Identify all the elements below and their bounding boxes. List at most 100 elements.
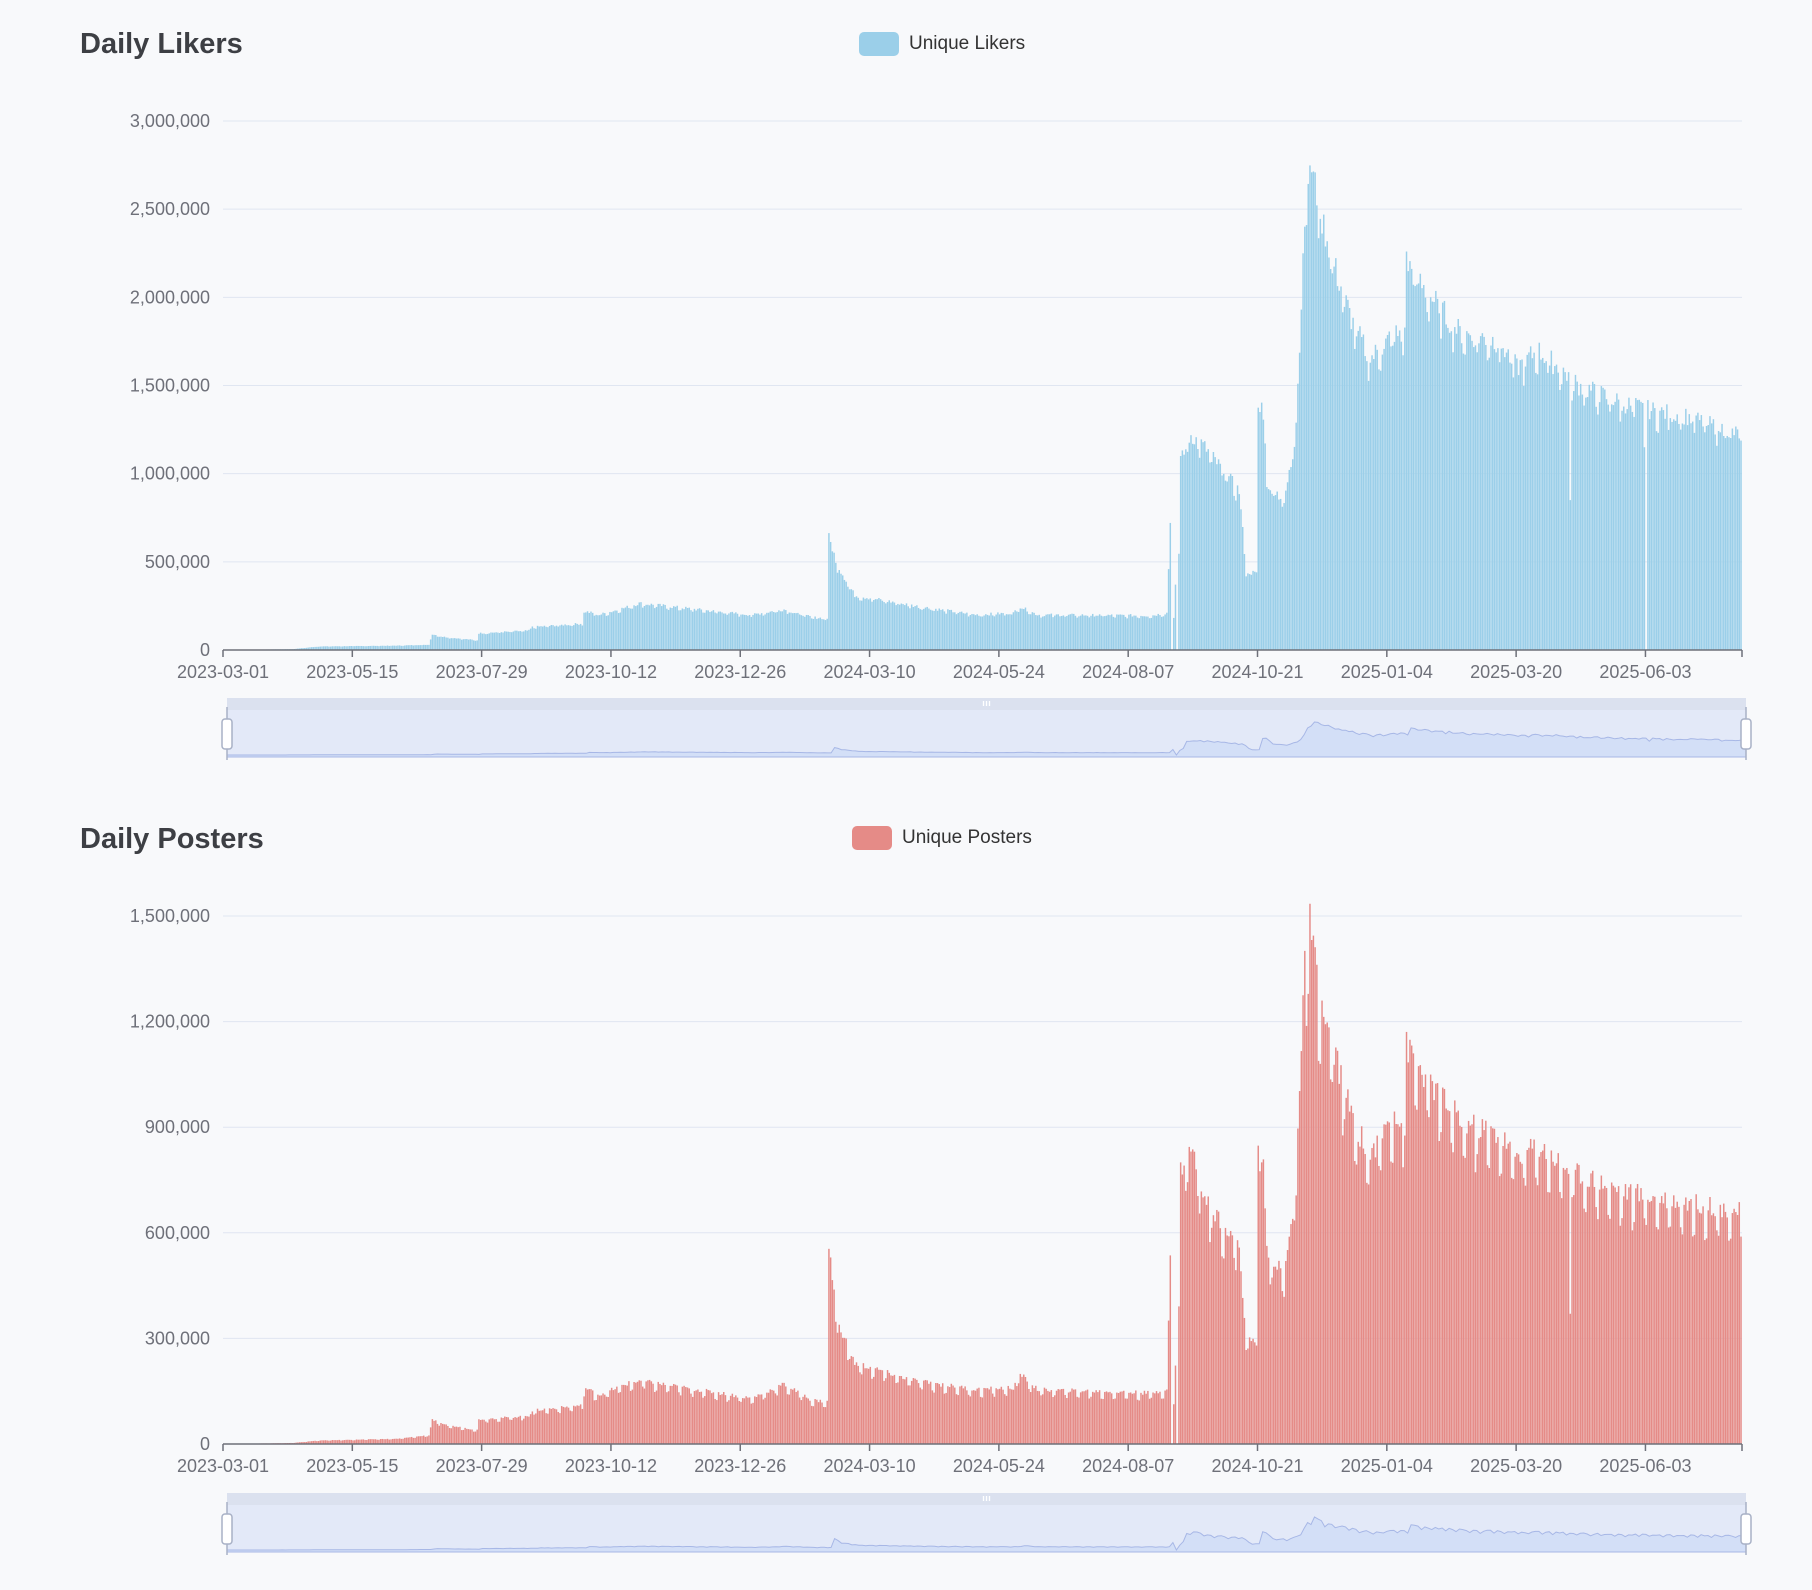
bar — [840, 573, 842, 650]
bar — [945, 613, 947, 650]
bar — [1652, 1196, 1654, 1444]
bar — [1307, 993, 1309, 1444]
bar — [591, 1390, 594, 1444]
legend-item[interactable]: Unique Posters — [852, 826, 1032, 850]
bar — [709, 1390, 711, 1444]
data-zoom-slider[interactable] — [221, 698, 1752, 760]
bar — [347, 646, 349, 650]
bar — [1473, 1114, 1475, 1444]
bar — [686, 608, 689, 650]
bar — [1381, 354, 1384, 650]
bar — [312, 1440, 315, 1444]
data-zoom-slider[interactable] — [221, 1493, 1752, 1555]
bar — [1666, 404, 1668, 650]
bar — [329, 646, 332, 650]
bar — [460, 639, 463, 650]
bar — [1345, 1097, 1347, 1444]
bar — [410, 1436, 413, 1444]
bar — [1374, 1157, 1377, 1444]
bar — [1495, 352, 1497, 650]
bar — [1373, 1143, 1375, 1444]
bar — [298, 648, 301, 650]
bar — [1366, 361, 1368, 650]
bar — [988, 615, 990, 650]
bar — [1597, 414, 1599, 650]
bar — [1409, 261, 1411, 650]
bar — [338, 646, 340, 650]
bar — [1104, 616, 1106, 650]
bar — [1510, 363, 1513, 650]
data-zoom-right-handle[interactable] — [1740, 1513, 1752, 1545]
x-tick-label: 2023-03-01 — [177, 662, 269, 682]
bar — [1524, 1185, 1527, 1444]
legend-item[interactable]: Unique Likers — [859, 32, 1025, 56]
bar — [481, 1419, 484, 1444]
bar — [1405, 251, 1408, 650]
bar — [1559, 389, 1561, 650]
bar — [881, 1370, 884, 1444]
bar — [828, 533, 830, 650]
bar — [971, 614, 973, 650]
bar — [1186, 1182, 1189, 1444]
bar — [1338, 1083, 1341, 1444]
bar — [719, 1394, 722, 1444]
bar — [1529, 346, 1532, 650]
bar — [1648, 419, 1651, 650]
bar — [421, 1436, 423, 1444]
bar — [1059, 1389, 1061, 1444]
bar — [317, 646, 320, 650]
data-zoom-right-handle[interactable] — [1740, 718, 1752, 750]
bar — [1412, 1053, 1415, 1444]
bar — [843, 1337, 846, 1444]
bar — [1241, 1297, 1244, 1444]
bar — [529, 1414, 532, 1444]
bar — [902, 1378, 904, 1444]
bar — [1705, 425, 1708, 650]
bar — [1400, 341, 1403, 650]
bar — [300, 1442, 303, 1444]
bar — [1002, 1389, 1004, 1444]
bar — [335, 1440, 337, 1444]
bar — [297, 1442, 299, 1444]
bar — [1005, 1395, 1008, 1444]
bar — [1367, 380, 1370, 650]
bar — [867, 1368, 870, 1444]
bar — [1617, 399, 1620, 650]
bar — [923, 1380, 925, 1444]
bar — [707, 610, 709, 650]
bar — [645, 604, 647, 650]
bar — [1455, 1112, 1458, 1444]
data-zoom-left-handle[interactable] — [221, 718, 233, 750]
bar — [1486, 360, 1489, 650]
data-zoom-left-handle[interactable] — [221, 1513, 233, 1545]
bar — [1335, 1047, 1337, 1444]
bar — [497, 1421, 499, 1444]
bar — [543, 625, 546, 650]
y-tick-label: 900,000 — [145, 1117, 210, 1137]
bar — [1259, 412, 1261, 650]
bar — [307, 647, 309, 650]
bar — [1471, 340, 1473, 650]
bar — [1505, 1148, 1508, 1444]
bar — [341, 646, 344, 650]
bar — [350, 1439, 353, 1444]
bar — [1397, 1124, 1399, 1444]
x-tick-label: 2023-05-15 — [306, 1456, 398, 1476]
bar — [357, 1439, 359, 1444]
bar — [917, 1383, 920, 1444]
bar — [852, 590, 854, 650]
bar — [1217, 1211, 1220, 1444]
bar — [1688, 1200, 1691, 1444]
bar — [552, 1408, 554, 1444]
bar — [1616, 393, 1618, 650]
bar — [1379, 1170, 1382, 1444]
bar — [1097, 1392, 1099, 1444]
bar-series — [224, 165, 1742, 651]
bar — [419, 1436, 422, 1444]
bar — [1535, 1177, 1537, 1444]
bar — [1283, 503, 1285, 650]
bar — [1019, 1373, 1022, 1444]
x-tick-label: 2024-08-07 — [1082, 1456, 1174, 1476]
bar — [810, 1405, 813, 1444]
bar — [1202, 442, 1204, 650]
